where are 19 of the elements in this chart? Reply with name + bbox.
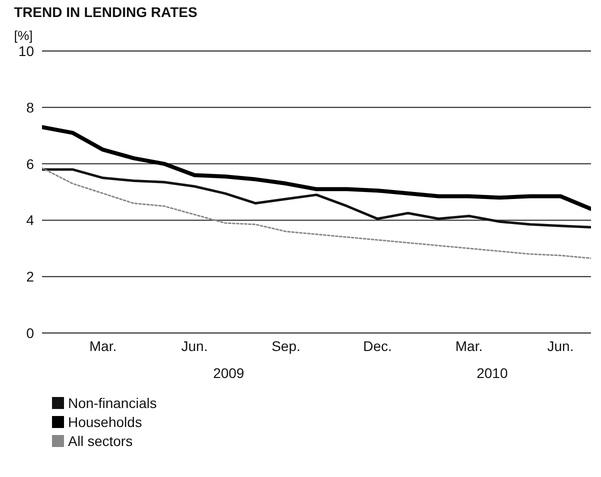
x-tick-label: Jun. — [181, 338, 208, 354]
x-tick-label: Jun. — [547, 338, 574, 354]
y-axis-title: [%] — [14, 28, 34, 43]
x-tick-label: Mar. — [455, 338, 483, 354]
y-tick-label: 6 — [26, 156, 34, 172]
text: 2009 — [213, 365, 244, 381]
x-tick-label: Sep. — [272, 338, 300, 354]
y-tick-label: 8 — [26, 99, 34, 116]
y-tick-label: 0 — [26, 324, 34, 341]
text: 2010 — [476, 365, 508, 381]
legend-label: Households — [68, 414, 142, 430]
x-tick-label: Dec. — [363, 338, 392, 354]
chart-title: TREND IN LENDING RATES — [14, 4, 198, 20]
x-tick-label: Mar. — [89, 338, 117, 354]
y-tick-label: 4 — [26, 212, 34, 228]
legend-label: All sectors — [68, 432, 133, 448]
y-tick-label: 2 — [26, 268, 34, 285]
legend-label: Non-financials — [68, 394, 157, 410]
y-tick-label: 10 — [18, 42, 34, 59]
